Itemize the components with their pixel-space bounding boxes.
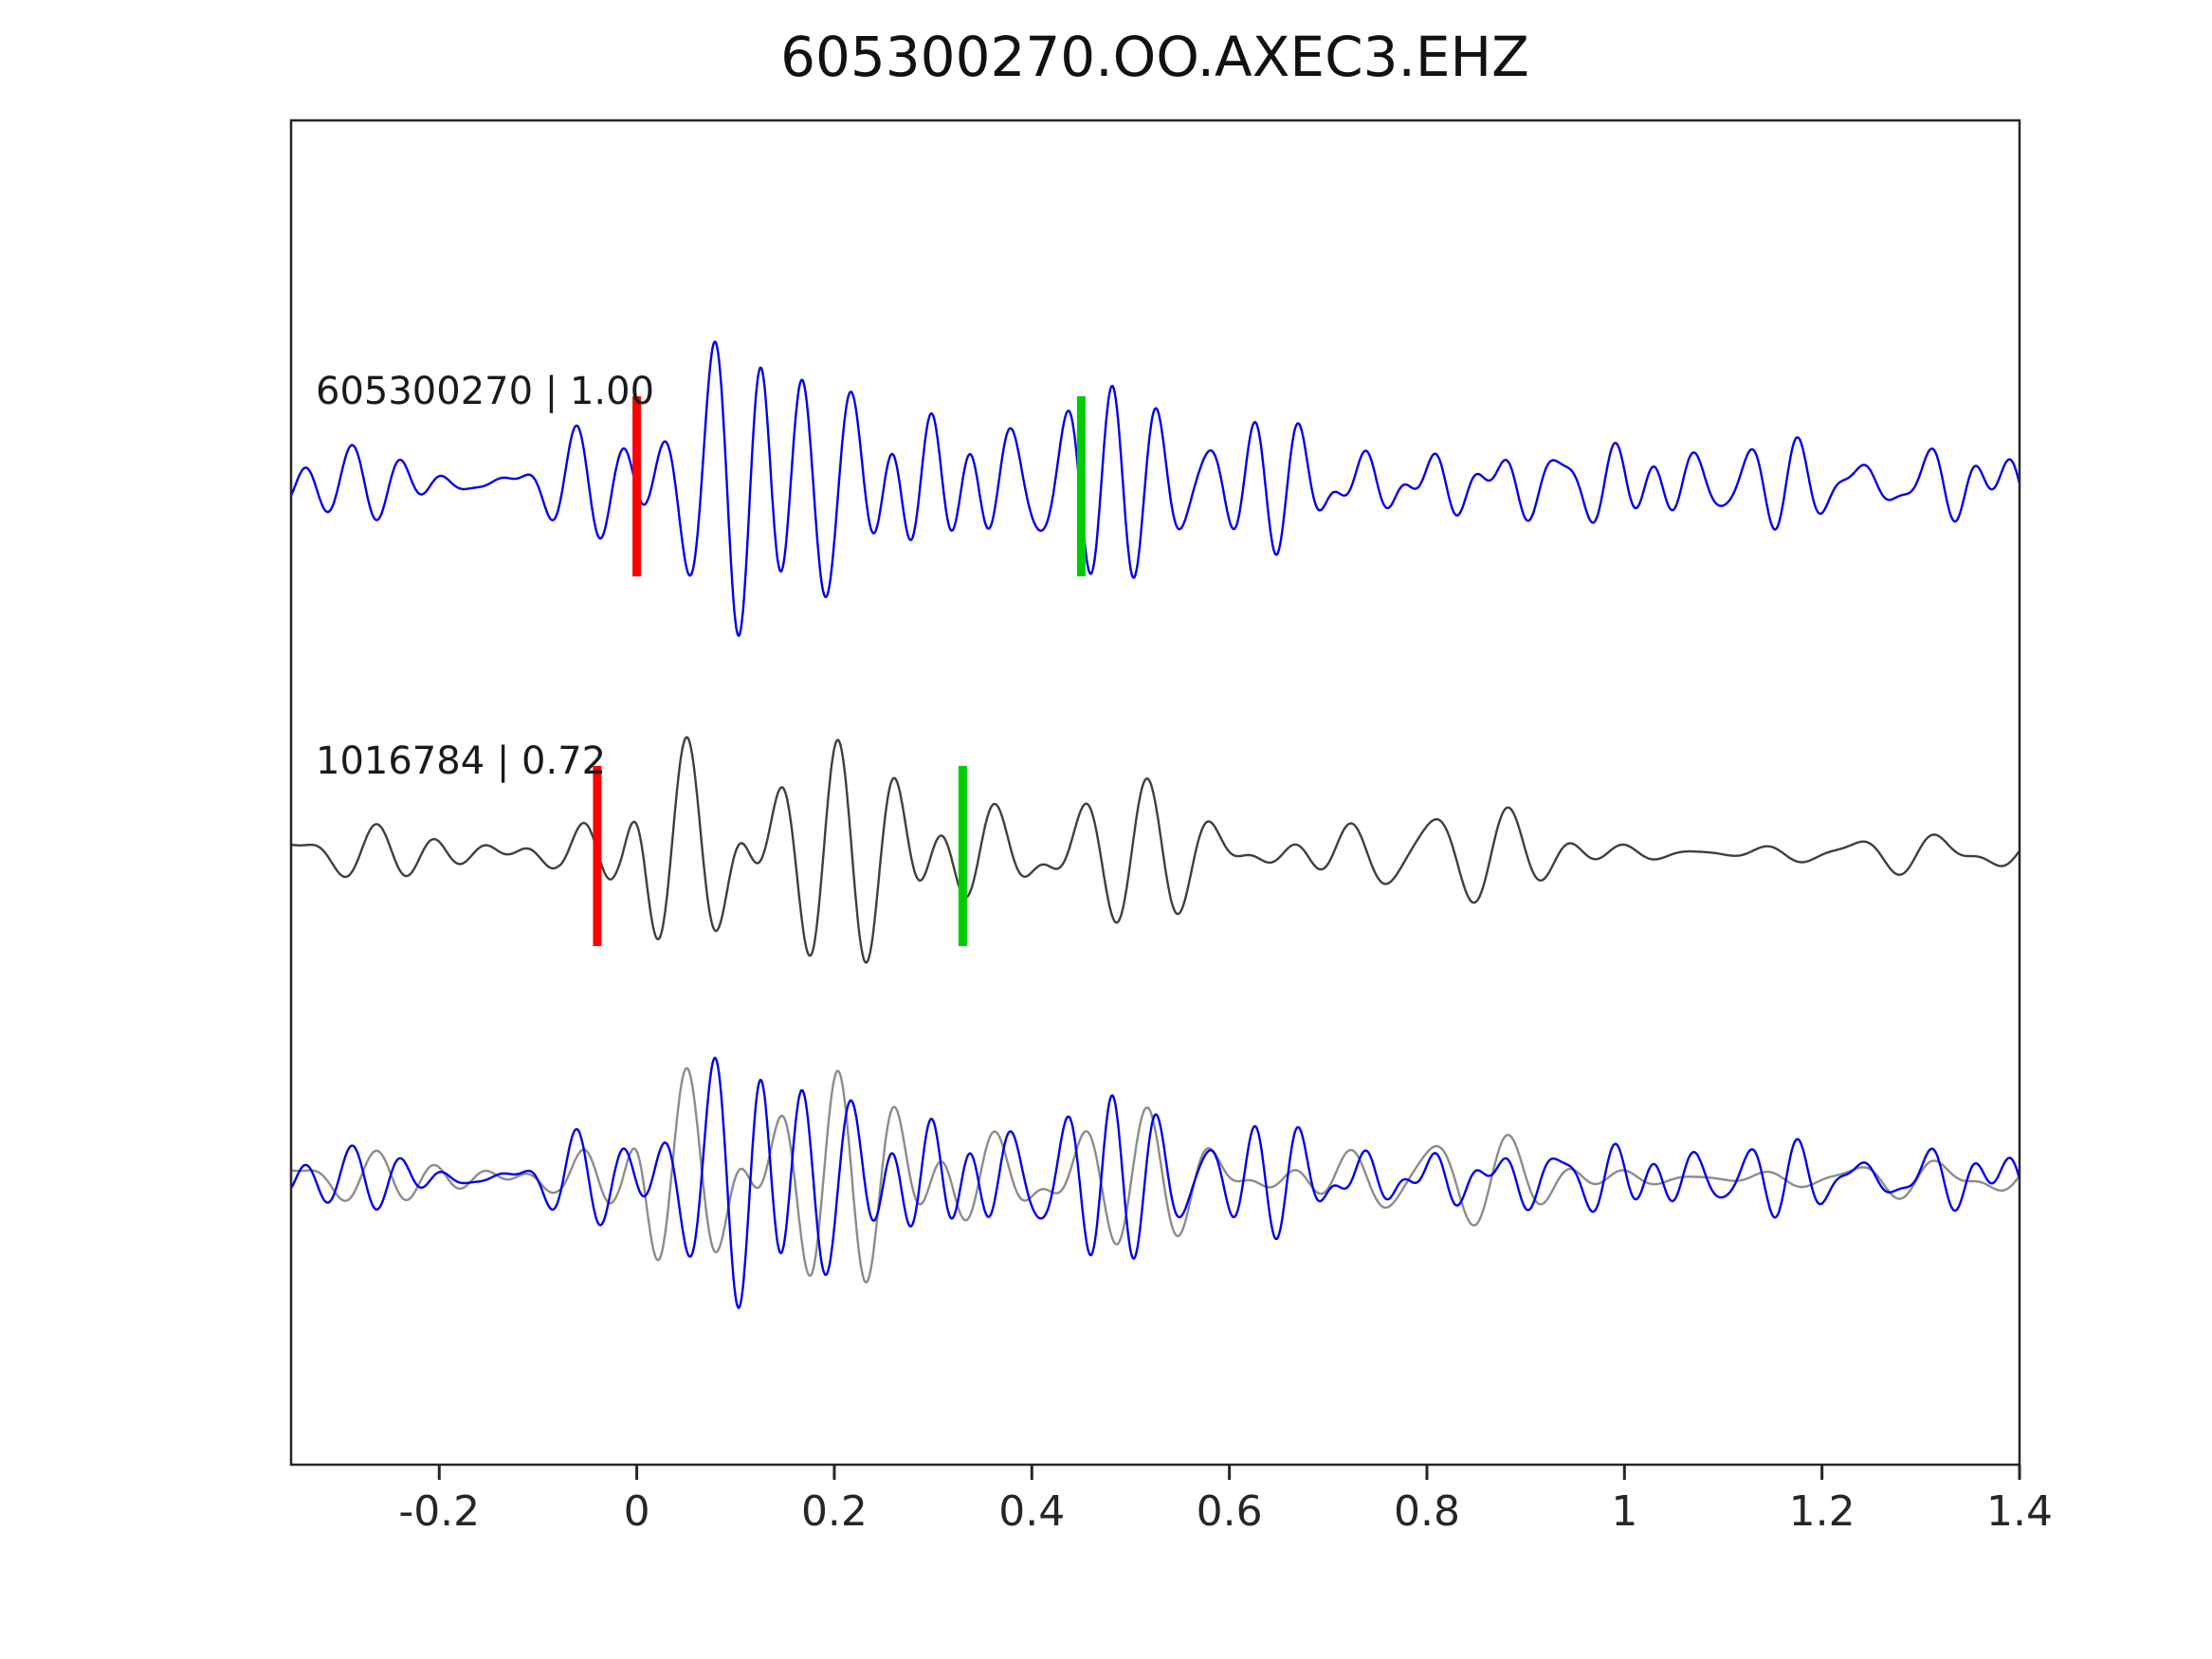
- plot-area: 605300270 | 1.00 1016784 | 0.72 -0.2 0 0.2 0…: [289, 118, 2053, 1536]
- trace-labels: 605300270 | 1.00 1016784 | 0.72: [316, 370, 654, 783]
- overlay-template-waveform: [291, 1066, 2020, 1284]
- pick-red-marker: [632, 396, 642, 576]
- x-tick-label: -0.2: [398, 1487, 480, 1536]
- x-tick-label: 0.8: [1394, 1487, 1460, 1536]
- pick-green-marker: [958, 766, 967, 946]
- overlay-detection-waveform: [291, 1056, 2020, 1309]
- trace-label: 605300270 | 1.00: [316, 370, 654, 413]
- trace-label: 1016784 | 0.72: [316, 739, 606, 783]
- pick-markers-layer: [593, 396, 1086, 946]
- pick-green-marker: [1076, 396, 1086, 576]
- plot-border: [289, 118, 2021, 1467]
- template-waveform: [291, 736, 2020, 964]
- x-tick-label: 1.4: [1986, 1487, 2053, 1536]
- chart-title: 605300270.OO.AXEC3.EHZ: [780, 25, 1529, 89]
- pick-red-marker: [593, 766, 602, 946]
- traces-layer: [291, 340, 2020, 1309]
- x-tick-label: 0: [624, 1487, 650, 1536]
- x-tick-label: 1.2: [1789, 1487, 1856, 1536]
- detection-waveform: [291, 340, 2020, 637]
- x-tick-label: 1: [1611, 1487, 1637, 1536]
- x-tick-label: 0.4: [998, 1487, 1065, 1536]
- x-tick-label: 0.2: [801, 1487, 868, 1536]
- x-tick-label: 0.6: [1197, 1487, 1263, 1536]
- x-axis: -0.2 0 0.2 0.4 0.6 0.8 1 1.2 1.4: [398, 1465, 2053, 1536]
